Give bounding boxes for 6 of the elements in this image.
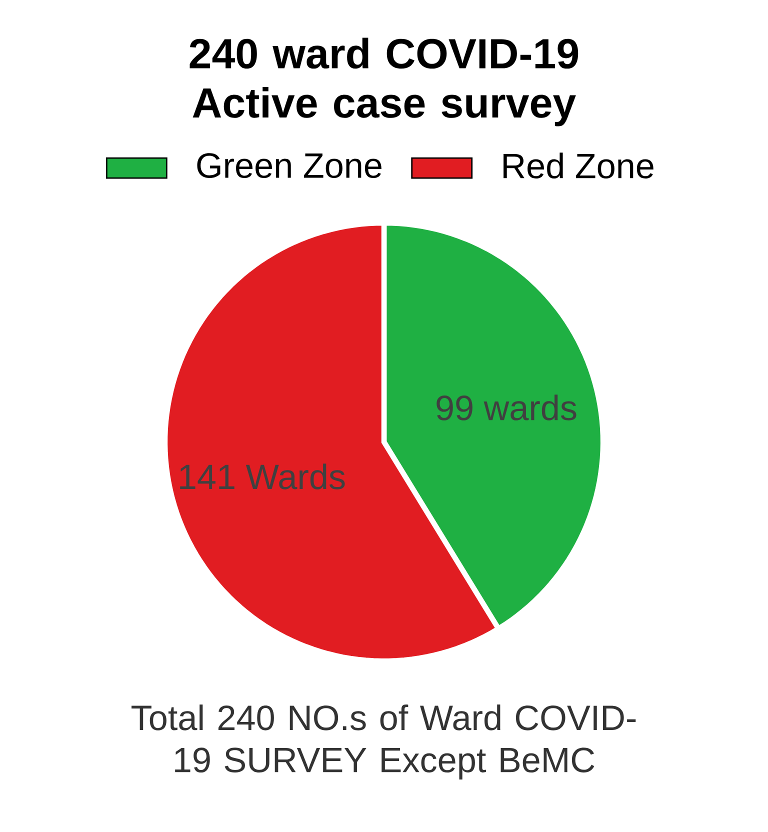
data-label: 99 wards xyxy=(436,394,576,420)
legend-label: Green Zone xyxy=(197,153,382,178)
legend-label: Red Zone xyxy=(504,152,654,178)
data-label: 141 Wards xyxy=(180,464,345,490)
chart-title: 240 ward COVID-19 Active case survey xyxy=(190,38,578,126)
text: Total 240 NO.s of Ward COVID-19 SURVEY Except BeMC xyxy=(132,704,636,780)
